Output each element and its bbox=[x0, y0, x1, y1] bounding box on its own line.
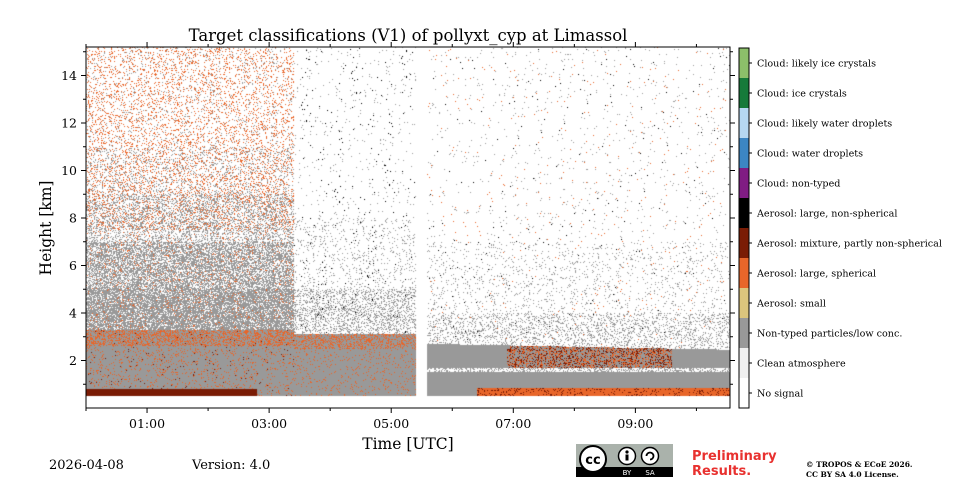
share-alike-icon bbox=[640, 446, 660, 466]
colorbar-swatch bbox=[739, 348, 749, 379]
cc-sa-text: SA bbox=[645, 469, 655, 477]
colorbar-swatch bbox=[739, 258, 749, 289]
colorbar-label: Aerosol: large, non-spherical bbox=[756, 209, 897, 220]
colorbar-swatch bbox=[739, 108, 749, 139]
chart-title: Target classifications (V1) of pollyxt_c… bbox=[189, 26, 628, 45]
preliminary-line-2: Results. bbox=[692, 464, 752, 479]
cc-logo-text: cc bbox=[585, 453, 600, 468]
y-tick-label: 6 bbox=[69, 258, 77, 273]
colorbar-swatch bbox=[739, 138, 749, 169]
y-axis: 2 4 6 8 10 12 14 bbox=[61, 51, 735, 385]
y-tick-label: 14 bbox=[61, 68, 77, 83]
cc-by-text: BY bbox=[623, 469, 632, 477]
footer-date: 2026-04-08 bbox=[49, 458, 124, 473]
plot-area bbox=[86, 47, 730, 408]
cc-badge-strip bbox=[576, 467, 673, 477]
colorbar-label: Cloud: non-typed bbox=[757, 179, 840, 190]
colorbar-swatch bbox=[739, 48, 749, 79]
x-axis-label: Time [UTC] bbox=[362, 435, 453, 453]
colorbar-label: No signal bbox=[757, 389, 803, 400]
x-tick-label: 05:00 bbox=[373, 416, 409, 431]
colorbar-label: Aerosol: large, spherical bbox=[756, 269, 876, 280]
y-axis-label: Height [km] bbox=[37, 181, 55, 276]
x-tick-label: 09:00 bbox=[617, 416, 653, 431]
share-alike-arrow bbox=[645, 451, 655, 461]
colorbar-label: Clean atmosphere bbox=[757, 359, 846, 370]
copyright-note: © TROPOS & ECoE 2026. CC BY SA 4.0 Licen… bbox=[806, 460, 913, 480]
x-tick-label: 03:00 bbox=[251, 416, 287, 431]
colorbar-swatch bbox=[739, 318, 749, 349]
colorbar-label: Aerosol: small bbox=[756, 299, 826, 310]
colorbar-label: Non-typed particles/low conc. bbox=[757, 329, 902, 340]
colorbar-swatch bbox=[739, 378, 749, 409]
copyright-line-2: CC BY SA 4.0 License. bbox=[806, 470, 899, 479]
colorbar-swatch bbox=[739, 288, 749, 319]
y-tick-label: 10 bbox=[61, 163, 77, 178]
classification-heatmap bbox=[86, 47, 730, 408]
preliminary-line-1: Preliminary bbox=[692, 449, 777, 464]
y-tick-label: 4 bbox=[69, 306, 77, 321]
colorbar-frame bbox=[738, 47, 750, 409]
colorbar: Cloud: likely ice crystals Cloud: ice cry… bbox=[738, 47, 942, 409]
cc-logo-icon bbox=[579, 445, 607, 473]
colorbar-swatch bbox=[739, 168, 749, 199]
colorbar-swatch bbox=[739, 198, 749, 229]
x-axis: 01:00 03:00 05:00 07:00 09:00 bbox=[85, 42, 697, 431]
footer-version: Version: 4.0 bbox=[192, 458, 271, 473]
colorbar-swatch bbox=[739, 228, 749, 259]
cc-license-badge: cc BY SA bbox=[576, 444, 673, 477]
attribution-icon-head bbox=[625, 450, 629, 454]
preliminary-results-note: Preliminary Results. bbox=[692, 449, 777, 479]
y-tick-label: 2 bbox=[69, 353, 77, 368]
x-tick-label: 01:00 bbox=[129, 416, 165, 431]
plot-frame bbox=[85, 46, 731, 409]
colorbar-label: Aerosol: mixture, partly non-spherical bbox=[756, 239, 942, 250]
colorbar-label: Cloud: likely ice crystals bbox=[757, 59, 876, 70]
colorbar-label: Cloud: ice crystals bbox=[757, 89, 847, 100]
y-tick-label: 12 bbox=[61, 116, 77, 131]
copyright-line-1: © TROPOS & ECoE 2026. bbox=[806, 460, 913, 469]
colorbar-swatch bbox=[739, 78, 749, 109]
colorbar-label: Cloud: water droplets bbox=[757, 149, 863, 160]
colorbar-label: Cloud: likely water droplets bbox=[757, 119, 892, 130]
y-tick-label: 8 bbox=[69, 211, 77, 226]
x-tick-label: 07:00 bbox=[495, 416, 531, 431]
attribution-icon-body bbox=[625, 454, 629, 461]
